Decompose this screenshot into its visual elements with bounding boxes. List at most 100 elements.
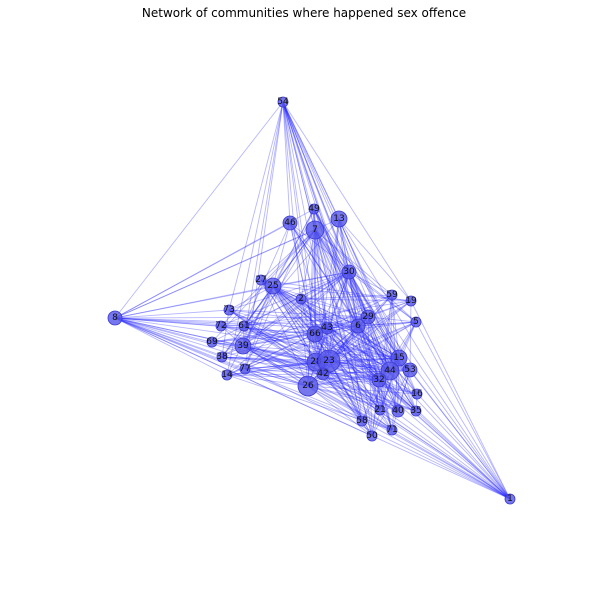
edge-29-44 [367, 316, 391, 372]
edge-16-26 [307, 385, 418, 395]
edge-54-21 [282, 101, 381, 411]
node-label-5: 5 [413, 317, 419, 327]
edge-21-43 [326, 327, 381, 411]
node-circle-58 [356, 415, 368, 427]
node-label-71: 71 [386, 425, 397, 435]
node-circle-73 [223, 304, 235, 316]
edge-19-13 [338, 218, 412, 302]
edge-2-19 [300, 298, 412, 302]
edge-1-2 [300, 298, 511, 500]
node-label-38: 38 [216, 352, 228, 362]
edge-25-28 [272, 285, 317, 363]
edge-1-39 [242, 345, 511, 500]
node-61: 61 [238, 320, 250, 332]
edge-44-42 [322, 370, 391, 375]
edge-8-6 [114, 317, 359, 327]
node-13: 13 [330, 210, 348, 228]
node-circle-38 [216, 351, 228, 363]
edge-38-26 [221, 356, 309, 387]
node-26: 26 [297, 375, 319, 397]
node-16: 16 [411, 388, 423, 400]
edge-59-7 [314, 229, 393, 296]
edge-14-25 [226, 285, 274, 376]
edge-73-6 [228, 309, 359, 327]
edge-15-23 [328, 357, 400, 362]
edge-16-42 [322, 373, 418, 395]
node-14: 14 [221, 369, 233, 381]
edge-13-8 [114, 218, 340, 319]
edge-54-53 [282, 101, 411, 371]
edge-69-66 [211, 333, 316, 343]
edge-8-46 [114, 222, 291, 319]
edge-40-43 [326, 327, 399, 412]
node-circle-69 [206, 336, 218, 348]
edge-38-25 [221, 285, 274, 358]
edge-46-25 [272, 222, 291, 287]
edge-7-23 [314, 229, 330, 362]
edge-77-40 [244, 368, 399, 412]
node-label-23: 23 [323, 356, 334, 366]
edge-50-7 [314, 229, 373, 437]
edge-77-42 [244, 368, 324, 375]
edge-19-61 [243, 300, 412, 327]
edge-8-49 [114, 208, 315, 319]
node-circle-14 [221, 369, 233, 381]
node-66: 66 [306, 325, 324, 343]
edge-77-28 [244, 361, 317, 370]
node-72: 72 [215, 320, 227, 332]
edge-73-29 [228, 309, 369, 318]
edge-39-6 [242, 325, 359, 347]
edge-1-66 [314, 333, 511, 500]
edge-1-73 [228, 309, 511, 500]
edge-30-23 [328, 271, 350, 362]
edge-54-73 [228, 101, 284, 311]
edge-2-32 [300, 298, 380, 381]
edge-54-15 [282, 101, 400, 359]
edge-53-72 [220, 325, 411, 371]
edge-59-44 [389, 294, 393, 372]
edge-30-66 [314, 271, 350, 335]
edge-5-43 [326, 321, 417, 329]
node-label-30: 30 [343, 267, 355, 277]
node-label-16: 16 [411, 389, 423, 399]
edge-46-6 [289, 222, 359, 327]
node-label-32: 32 [373, 375, 384, 385]
edge-27-21 [260, 279, 381, 411]
edge-13-32 [338, 218, 380, 381]
edge-13-16 [338, 218, 418, 395]
edge-73-23 [228, 309, 330, 362]
edge-27-39 [242, 279, 262, 347]
edge-72-8 [114, 317, 222, 327]
edge-72-30 [220, 271, 350, 327]
edge-77-25 [244, 285, 274, 370]
node-circle-32 [371, 372, 387, 388]
edge-69-7 [211, 229, 316, 343]
node-circle-39 [234, 337, 252, 355]
edge-46-35 [289, 222, 417, 412]
edge-8-42 [114, 317, 324, 375]
edge-6-30 [348, 271, 359, 327]
edge-8-58 [114, 317, 363, 422]
edge-38-44 [221, 356, 391, 372]
edge-72-15 [220, 325, 400, 359]
edge-50-26 [307, 385, 373, 437]
edge-58-23 [328, 360, 363, 422]
node-21: 21 [374, 404, 386, 416]
edge-54-43 [282, 101, 328, 329]
node-39: 39 [234, 337, 252, 355]
edge-15-6 [357, 325, 400, 359]
node-label-21: 21 [374, 405, 385, 415]
node-circle-46 [282, 215, 298, 231]
edge-42-32 [322, 373, 380, 381]
edge-1-5 [415, 321, 511, 500]
node-label-19: 19 [405, 296, 417, 306]
node-1: 1 [504, 493, 516, 505]
edge-30-39 [242, 271, 350, 347]
edge-71-32 [378, 379, 393, 431]
node-54: 54 [277, 96, 289, 108]
edge-2-7 [300, 229, 316, 300]
node-label-25: 25 [267, 281, 278, 291]
node-7: 7 [305, 220, 325, 240]
edge-54-30 [282, 101, 350, 273]
node-circle-1 [504, 493, 516, 505]
